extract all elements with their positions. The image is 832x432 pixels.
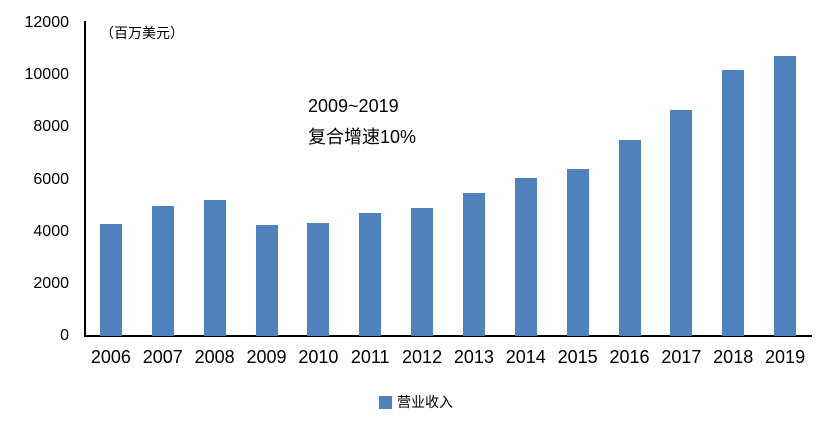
bar-2006 (99, 224, 122, 336)
y-tick-label: 6000 (33, 170, 69, 188)
x-tick-label: 2006 (90, 347, 131, 367)
bar-2008 (203, 200, 226, 336)
bar-2007 (151, 206, 174, 336)
bar-2013 (462, 193, 485, 336)
y-tick-label: 2000 (33, 274, 69, 292)
bar-2017 (670, 110, 693, 336)
x-tick-label: 2019 (765, 347, 806, 367)
bar-2011 (359, 213, 382, 336)
y-tick-label: 0 (60, 327, 69, 344)
bar-2009 (255, 225, 278, 336)
x-tick-label: 2008 (194, 347, 235, 367)
y-axis-unit-label: （百万美元） (100, 25, 184, 41)
y-tick-label: 4000 (33, 222, 69, 240)
cagr-annotation-line2: 复合增速10% (308, 127, 417, 147)
x-tick-label: 2011 (350, 347, 390, 367)
legend: 营业收入 (0, 392, 832, 412)
bar-2012 (411, 208, 434, 336)
bar-2016 (618, 140, 641, 336)
cagr-annotation: 2009~2019 复合增速10% (308, 91, 416, 153)
legend-marker-icon (379, 395, 392, 409)
bar-2014 (514, 178, 537, 336)
x-tick-label: 2013 (453, 347, 494, 367)
x-tick-label: 2018 (713, 347, 754, 367)
cagr-annotation-line1: 2009~2019 (308, 96, 399, 116)
bar-2019 (774, 56, 797, 336)
x-tick-label: 2016 (609, 347, 650, 367)
x-tick-label: 2007 (142, 347, 183, 367)
y-axis-line (84, 21, 86, 337)
x-tick-label: 2014 (505, 347, 546, 367)
bar-2010 (307, 223, 330, 336)
y-tick-label: 12000 (24, 14, 70, 31)
x-tick-label: 2010 (298, 347, 339, 367)
bar-2018 (722, 70, 745, 336)
x-tick-label: 2015 (557, 347, 598, 367)
plot-area (85, 23, 811, 336)
x-tick-label: 2017 (661, 347, 702, 367)
x-tick-label: 2009 (246, 347, 287, 367)
y-tick-label: 10000 (24, 66, 70, 84)
x-axis-line (84, 335, 812, 337)
x-tick-label: 2012 (402, 347, 443, 367)
y-tick-label: 8000 (33, 118, 69, 136)
legend-label: 营业收入 (397, 394, 453, 410)
bar-2015 (566, 169, 589, 336)
